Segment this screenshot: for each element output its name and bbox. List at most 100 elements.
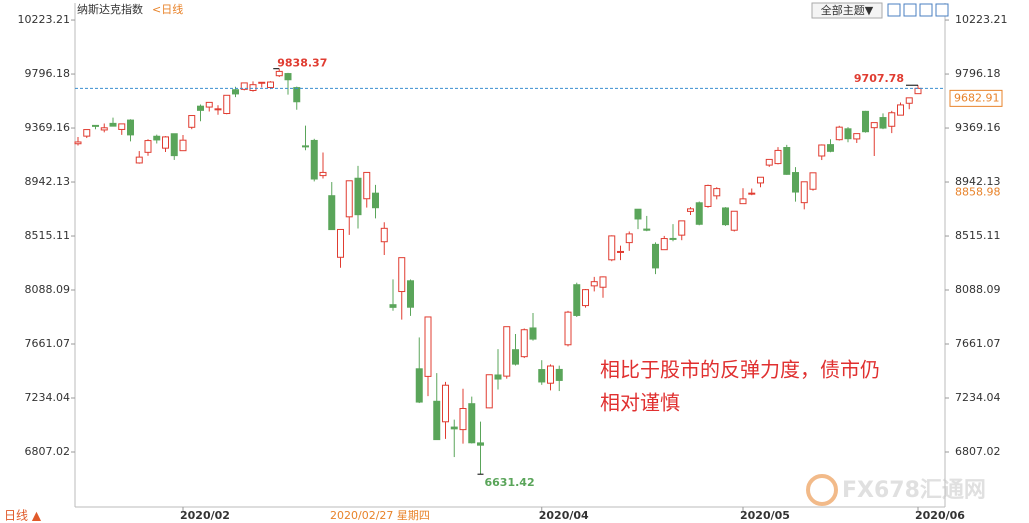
candle-body (293, 87, 301, 103)
y-tick-label: 9796.18 (25, 67, 71, 80)
candle-body (372, 192, 379, 209)
candle-body (739, 198, 747, 205)
candle-body (214, 108, 222, 111)
candle-body (713, 188, 721, 197)
icon-button[interactable] (919, 3, 933, 17)
candle-body (240, 82, 248, 90)
candle-body (205, 101, 213, 108)
candle-body (800, 181, 808, 204)
high-label: 9707.78 (854, 72, 904, 85)
y-tick-label: 7234.04 (955, 391, 1001, 404)
candle-body (678, 220, 686, 236)
candle-body (223, 94, 231, 115)
candle-body (310, 139, 318, 180)
theme-button[interactable]: 全部主题▼ (821, 3, 874, 17)
candle-body (765, 158, 773, 166)
candle-body (179, 139, 187, 152)
icon-button[interactable] (903, 3, 917, 17)
icon-button[interactable] (935, 3, 949, 17)
candle-body (827, 144, 834, 152)
candle-body (275, 70, 283, 77)
candle-body (687, 208, 694, 212)
candle-body (774, 149, 782, 165)
candle-body (468, 403, 476, 444)
y-tick-label: 10223.21 (18, 13, 71, 26)
candle-body (92, 124, 99, 127)
candle-body (529, 327, 537, 340)
candle-body (520, 329, 528, 358)
period-switch[interactable]: 日线 ▲ (4, 509, 42, 523)
y-tick-label: 9369.16 (955, 121, 1001, 134)
candle-body (407, 280, 414, 308)
theme-button-box[interactable] (811, 2, 883, 19)
candle-body (695, 202, 703, 225)
candle-body (835, 126, 843, 141)
candle-body (83, 129, 91, 137)
y-tick-label: 7234.04 (25, 391, 71, 404)
crosshair-date: 2020/02/27 星期四 (330, 509, 430, 522)
x-tick-label: 2020/02 (180, 509, 230, 522)
candle-body (582, 289, 589, 307)
chart-title: 纳斯达克指数 (77, 2, 143, 16)
candle-body (748, 192, 756, 195)
watermark: FX678汇通网 (842, 478, 986, 503)
candle-body (818, 144, 826, 157)
icon-button[interactable] (887, 3, 901, 17)
candle-body (380, 227, 388, 243)
candle-body (345, 180, 353, 218)
candle-body (704, 184, 712, 207)
candle-body (809, 172, 817, 190)
candle-body (424, 316, 432, 377)
y-tick-label: 6807.02 (955, 445, 1001, 458)
candle-body (74, 141, 82, 145)
y-tick-label: 8515.11 (25, 229, 71, 242)
y-tick-label: 8942.13 (25, 175, 71, 188)
y-tick-label: 9796.18 (955, 67, 1001, 80)
candle-body (267, 81, 274, 88)
candle-body (643, 228, 651, 231)
x-tick-label: 2020/06 (915, 509, 965, 522)
candle-body (905, 97, 913, 104)
candle-body (897, 104, 904, 116)
watermark-logo (806, 474, 838, 506)
candle-body (319, 171, 327, 177)
candle-body (144, 140, 152, 153)
candle-body (730, 210, 738, 231)
x-tick-label: 2020/04 (539, 509, 589, 522)
y-tick-label: 10223.21 (955, 13, 1008, 26)
candle-body (477, 442, 484, 446)
y-tick-label: 8515.11 (955, 229, 1001, 242)
candle-body (442, 384, 449, 423)
candle-body (792, 172, 799, 193)
candle-body (573, 284, 581, 316)
candle-body (888, 112, 896, 127)
annotation: 相对谨慎 (600, 391, 680, 415)
candle-body (170, 133, 178, 157)
candle-body (258, 81, 266, 84)
candle-body (337, 228, 344, 258)
y-tick-label: 8088.09 (955, 283, 1001, 296)
crosshair-value: 8858.98 (955, 186, 1001, 199)
y-tick-label: 9369.16 (25, 121, 71, 134)
candle-body (450, 426, 458, 430)
candle-body (722, 207, 729, 226)
candle-body (512, 349, 519, 365)
period-link[interactable]: <日线 (152, 2, 183, 16)
candle-body (459, 408, 467, 431)
candle-body (564, 311, 572, 346)
candle-body (153, 135, 161, 141)
last-price-box (949, 89, 1003, 107)
annotation: 相比于股市的反弹力度，债市仍 (600, 358, 880, 382)
candle-body (783, 147, 791, 175)
candle-body (590, 281, 598, 287)
candle-body (135, 156, 143, 164)
candle-body (538, 369, 546, 383)
y-tick-label: 6807.02 (25, 445, 71, 458)
candle-body (302, 145, 309, 148)
candle-body (433, 400, 441, 441)
candle-body (914, 87, 922, 95)
toolbar-icons (887, 3, 949, 17)
